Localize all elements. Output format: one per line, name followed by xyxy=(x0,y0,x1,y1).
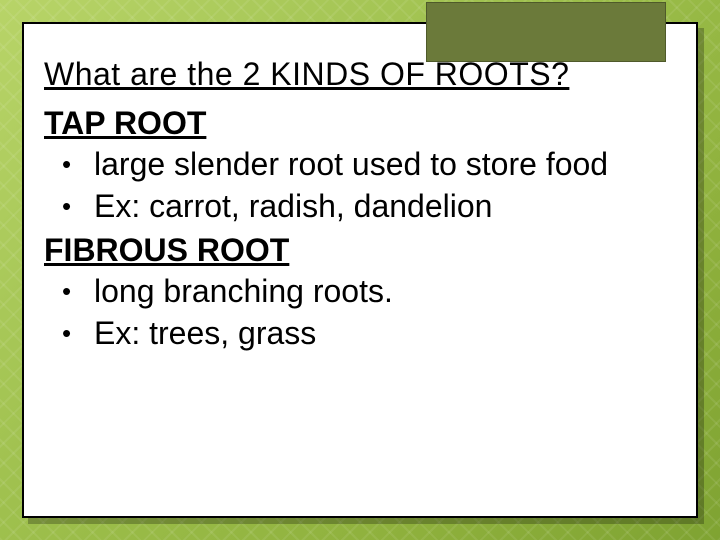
bullet-icon: • xyxy=(62,271,94,311)
bullet-icon: • xyxy=(62,313,94,353)
bullet-text: large slender root used to store food xyxy=(94,144,608,184)
bullet-text: Ex: trees, grass xyxy=(94,313,316,353)
bullet-text: Ex: carrot, radish, dandelion xyxy=(94,186,492,226)
list-item: • Ex: carrot, radish, dandelion xyxy=(62,186,676,226)
bullet-icon: • xyxy=(62,144,94,184)
bullet-text: long branching roots. xyxy=(94,271,393,311)
bullet-icon: • xyxy=(62,186,94,226)
list-item: • Ex: trees, grass xyxy=(62,313,676,353)
list-item: • large slender root used to store food xyxy=(62,144,676,184)
corner-decoration xyxy=(426,2,666,62)
section-heading-taproot: TAP ROOT xyxy=(44,105,676,142)
slide-card: What are the 2 KINDS OF ROOTS? TAP ROOT … xyxy=(22,22,698,518)
section-heading-fibrous: FIBROUS ROOT xyxy=(44,232,676,269)
list-item: • long branching roots. xyxy=(62,271,676,311)
